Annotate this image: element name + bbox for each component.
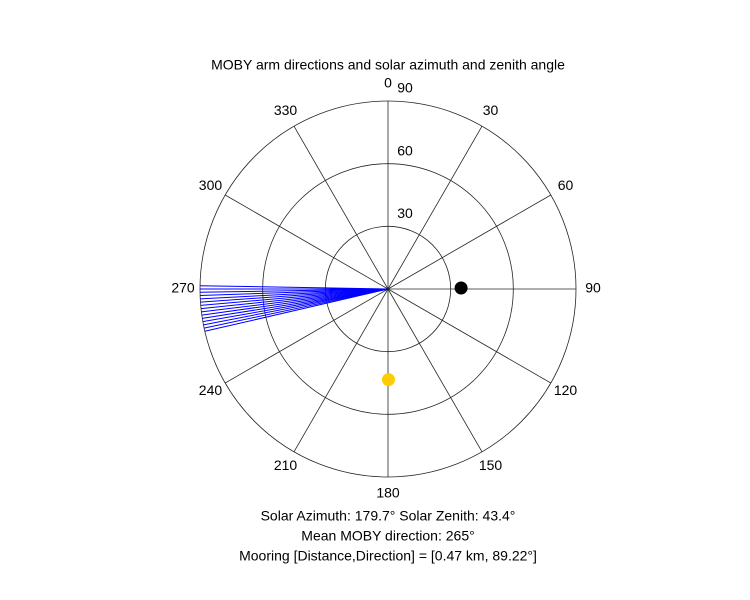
theta-tick-label: 90 bbox=[585, 280, 601, 296]
arm-line bbox=[200, 288, 389, 297]
arm-line bbox=[201, 288, 389, 313]
arm-line bbox=[204, 288, 389, 329]
point-marker bbox=[454, 281, 468, 295]
grid-spoke bbox=[387, 288, 552, 384]
theta-tick-label: 240 bbox=[199, 382, 223, 398]
annotation: Mean MOBY direction: 265° bbox=[301, 528, 474, 544]
arm-line bbox=[200, 288, 389, 293]
theta-tick-label: 120 bbox=[554, 382, 578, 398]
theta-tick-label: 0 bbox=[384, 75, 392, 91]
arm-line bbox=[202, 288, 389, 323]
theta-tick-label: 270 bbox=[171, 280, 195, 296]
r-tick-label: 60 bbox=[397, 142, 413, 158]
chart-title: MOBY arm directions and solar azimuth an… bbox=[211, 57, 565, 73]
grid-spoke bbox=[293, 288, 389, 453]
arm-line bbox=[200, 285, 389, 290]
arm-line bbox=[204, 288, 389, 332]
arm-line bbox=[200, 288, 389, 306]
annotation: Solar Azimuth: 179.7° Solar Zenith: 43.4… bbox=[261, 508, 516, 524]
r-tick-label: 90 bbox=[397, 80, 413, 96]
grid-spoke bbox=[387, 288, 483, 453]
grid-spoke bbox=[293, 125, 389, 290]
arm-line bbox=[201, 288, 389, 316]
theta-tick-label: 300 bbox=[199, 177, 223, 193]
annotation: Mooring [Distance,Direction] = [0.47 km,… bbox=[239, 548, 537, 564]
arm-line bbox=[203, 288, 389, 326]
theta-tick-label: 60 bbox=[558, 177, 574, 193]
arm-line bbox=[200, 288, 389, 300]
arm-line bbox=[202, 288, 389, 319]
theta-tick-label: 210 bbox=[274, 457, 298, 473]
theta-tick-label: 30 bbox=[483, 102, 499, 118]
r-tick-label: 30 bbox=[397, 205, 413, 221]
point-marker bbox=[381, 373, 395, 387]
arm-line bbox=[200, 288, 389, 310]
theta-tick-label: 330 bbox=[274, 102, 298, 118]
grid-spoke bbox=[387, 194, 552, 290]
theta-tick-label: 180 bbox=[376, 485, 400, 501]
grid-spoke bbox=[224, 194, 389, 290]
grid-spoke bbox=[387, 125, 483, 290]
theta-tick-label: 150 bbox=[479, 457, 503, 473]
grid-spoke bbox=[224, 288, 389, 384]
arm-line bbox=[200, 288, 389, 303]
